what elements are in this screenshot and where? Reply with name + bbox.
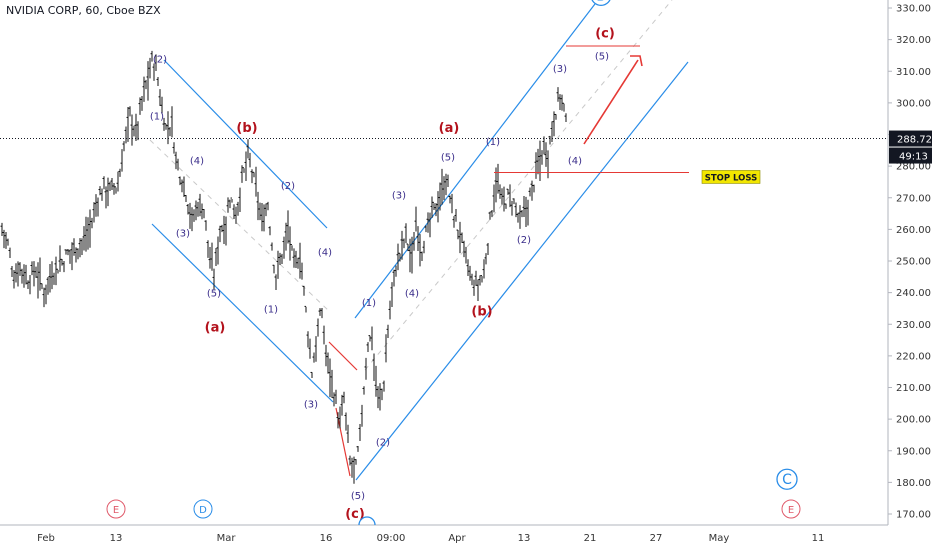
wave-label-minor: (1) — [264, 304, 278, 315]
price-bars — [0, 50, 567, 484]
event-marker-label: D — [199, 505, 207, 516]
time-tick-label: Apr — [448, 533, 466, 544]
price-tick-label: 330.00 — [896, 4, 931, 15]
price-tick-label: 260.00 — [896, 225, 931, 236]
channel-lines — [149, 0, 689, 481]
wave-label-minor: (2) — [153, 55, 167, 66]
wave-label-minor: (3) — [553, 64, 567, 75]
current-price-label: 288.72 — [897, 135, 932, 146]
countdown-label: 49:13 — [899, 152, 928, 163]
cycle-marker-label: C — [782, 472, 792, 488]
wave-label-minor: (5) — [207, 289, 221, 300]
channel-midline — [149, 139, 331, 313]
wave-label-minor: (3) — [392, 191, 406, 202]
cycle-marker-label: B — [596, 0, 606, 4]
wave-label-minor: (4) — [568, 156, 582, 167]
wave-label-minor: (1) — [362, 298, 376, 309]
time-tick-label: May — [709, 533, 730, 544]
wave-label-major: (b) — [471, 305, 492, 320]
price-tick-label: 200.00 — [896, 415, 931, 426]
price-tick-label: 270.00 — [896, 193, 931, 204]
price-tick-label: 250.00 — [896, 257, 931, 268]
price-tick-label: 310.00 — [896, 67, 931, 78]
wave-label-minor: (4) — [190, 156, 204, 167]
time-axis: Feb 13 Mar 16 09:00 Apr 13 21 27 May 11 — [0, 524, 888, 544]
wave-label-minor: (4) — [318, 248, 332, 259]
price-tick-label: 320.00 — [896, 35, 931, 46]
wave-label-major: (a) — [439, 121, 460, 136]
wave-label-minor: (1) — [486, 137, 500, 148]
event-marker — [106, 499, 126, 519]
wave-label-minor: (3) — [304, 399, 318, 410]
wave-label-minor: (2) — [517, 235, 531, 246]
wave-label-minor: (5) — [351, 491, 365, 502]
event-marker — [193, 499, 213, 519]
wave-label-major: (c) — [595, 26, 615, 41]
cycle-marker — [776, 468, 798, 490]
cycle-marker — [591, 0, 611, 6]
price-axis: 170.00 180.00 190.00 200.00 210.00 220.00 230.… — [887, 0, 931, 525]
time-tick-label: 11 — [812, 533, 825, 544]
channel-line — [355, 61, 689, 481]
projection-arrowhead — [630, 55, 643, 67]
partial-cycle-marker — [358, 516, 376, 526]
time-tick-label: Feb — [37, 533, 55, 544]
time-tick-label: 13 — [110, 533, 123, 544]
projection-arrow — [583, 59, 639, 145]
wave-label-major: (a) — [205, 320, 226, 335]
wave-label-minor: (2) — [376, 437, 390, 448]
time-tick-label: 16 — [320, 533, 333, 544]
price-tick-label: 180.00 — [896, 478, 931, 489]
price-tick-label: 280.00 — [896, 162, 931, 173]
time-tick-label: 21 — [584, 533, 597, 544]
wave-label-major: (c) — [345, 507, 365, 522]
price-tick-label: 240.00 — [896, 288, 931, 299]
wave-label-minor: (2) — [281, 181, 295, 192]
wave-label-minor: (3) — [176, 229, 190, 240]
wedge-line — [328, 341, 358, 371]
price-tick-label: 300.00 — [896, 98, 931, 109]
countdown-label-bg — [889, 147, 932, 164]
wave-label-minor: (1) — [150, 112, 164, 123]
time-tick-label: 27 — [650, 533, 663, 544]
channel-line — [354, 0, 599, 319]
channel-midline — [364, 0, 673, 371]
time-tick-label: 13 — [518, 533, 531, 544]
price-tick-label: 210.00 — [896, 383, 931, 394]
wave-label-minor: (5) — [441, 153, 455, 164]
price-tick-label: 190.00 — [896, 446, 931, 457]
chart-title: NVIDIA CORP, 60, Cboe BZX — [6, 4, 161, 17]
time-tick-label: Mar — [217, 533, 237, 544]
overlays: 288.72 49:13 STOP LOSS — [0, 45, 932, 184]
wave-label-major: (b) — [236, 121, 257, 136]
price-tick-label: 230.00 — [896, 320, 931, 331]
time-tick-label: 09:00 — [377, 533, 406, 544]
channel-line — [163, 59, 328, 229]
event-marker — [781, 499, 801, 519]
stop-loss-label: STOP LOSS — [705, 173, 758, 183]
event-marker-label: E — [788, 505, 794, 516]
wave-label-minor: (4) — [405, 289, 419, 300]
price-tick-label: 220.00 — [896, 351, 931, 362]
channel-line — [151, 223, 334, 403]
event-marker-label: E — [113, 505, 119, 516]
stop-loss-badge — [701, 170, 761, 184]
current-price-label-bg — [889, 130, 932, 147]
wave-label-minor: (5) — [595, 51, 609, 62]
price-tick-label: 170.00 — [896, 510, 931, 521]
wave-annotations: (2) (1) (4) (3) (5) (2) (1) (4) (3) (5) (1) (2) (3) (… — [106, 0, 801, 526]
